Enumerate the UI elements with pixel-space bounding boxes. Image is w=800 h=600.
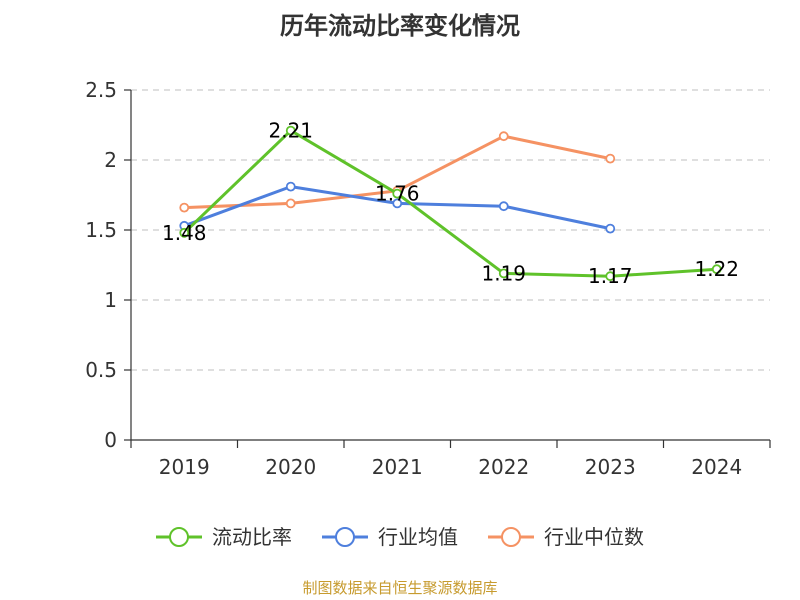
- data-point: [498, 201, 509, 212]
- data-label: 2.21: [268, 119, 313, 143]
- data-point: [392, 198, 403, 209]
- data-labels: 1.48 2.21 1.76 1.19 1.17 1.22: [162, 119, 739, 289]
- data-point: [285, 198, 296, 209]
- y-tick-label: 0: [104, 428, 117, 452]
- legend-marker: [169, 527, 189, 547]
- data-point: [711, 264, 722, 275]
- data-point: [605, 271, 616, 282]
- data-label: 1.76: [375, 182, 420, 206]
- data-point: [605, 223, 616, 234]
- legend-item[interactable]: 流动比率: [156, 525, 292, 549]
- data-point: [498, 131, 509, 142]
- legend-label: 流动比率: [212, 525, 292, 549]
- grid-lines: [131, 89, 770, 371]
- data-point: [498, 268, 509, 279]
- y-tick-label: 0.5: [85, 358, 117, 382]
- axes: 0 0.5 1 1.5 2 2.5 2019 2020 2021 2022 2023 2024: [85, 78, 771, 479]
- source-note: 制图数据来自恒生聚源数据库: [302, 579, 497, 597]
- y-tick-label: 1: [104, 288, 117, 312]
- x-tick-label: 2021: [372, 455, 423, 479]
- x-tick-label: 2022: [478, 455, 529, 479]
- y-tick-label: 1.5: [85, 218, 117, 242]
- legend-label: 行业均值: [378, 525, 458, 549]
- data-label: 1.48: [162, 221, 207, 245]
- x-tick-label: 2024: [691, 455, 742, 479]
- y-tick-label: 2.5: [85, 78, 117, 102]
- x-tick-label: 2019: [159, 455, 210, 479]
- data-point: [605, 153, 616, 164]
- data-point: [392, 188, 403, 199]
- x-tick-label: 2023: [585, 455, 636, 479]
- data-point: [285, 125, 296, 136]
- data-point: [179, 202, 190, 213]
- data-label: 1.17: [588, 264, 633, 288]
- data-label: 1.19: [481, 261, 526, 285]
- data-point: [285, 181, 296, 192]
- legend-item[interactable]: 行业均值: [322, 525, 458, 549]
- legend-marker: [501, 527, 521, 547]
- x-tick-label: 2020: [265, 455, 316, 479]
- series-line: [183, 129, 717, 278]
- series-lines: [179, 125, 722, 282]
- legend-label: 行业中位数: [544, 525, 644, 549]
- legend[interactable]: 流动比率 行业均值 行业中位数: [156, 525, 644, 549]
- data-point: [179, 227, 190, 238]
- legend-marker: [335, 527, 355, 547]
- chart-title: 历年流动比率变化情况: [280, 12, 520, 40]
- data-label: 1.22: [694, 257, 739, 281]
- legend-item[interactable]: 行业中位数: [488, 525, 644, 549]
- y-tick-label: 2: [104, 148, 117, 172]
